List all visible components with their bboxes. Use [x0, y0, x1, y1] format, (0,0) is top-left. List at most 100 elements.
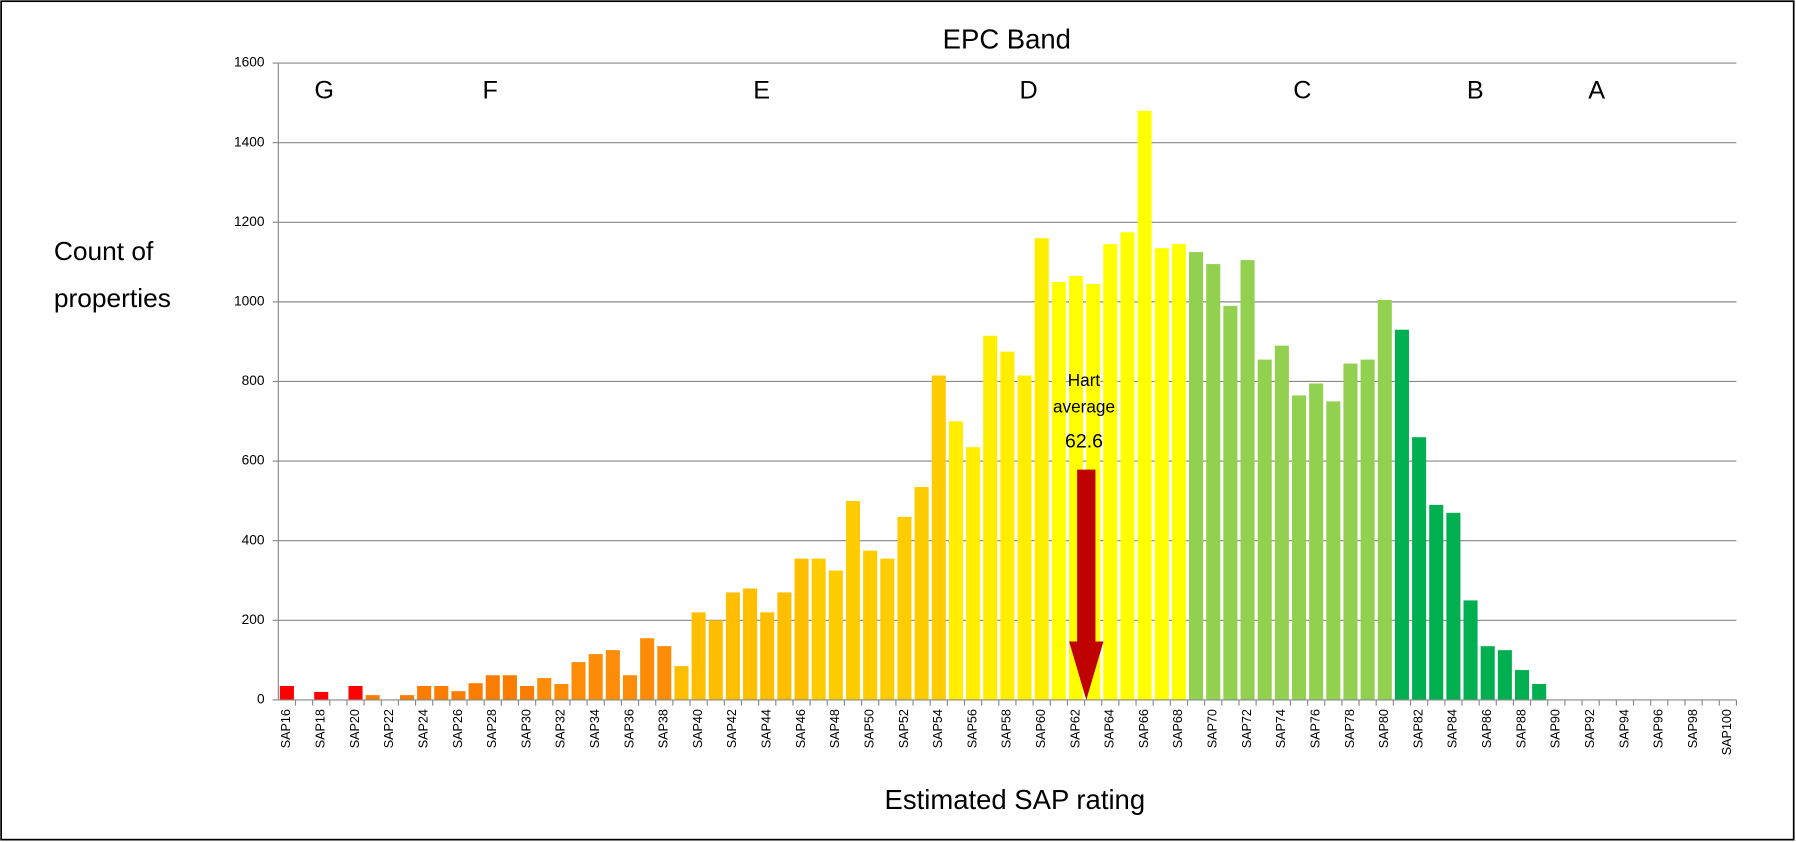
bar — [1446, 512, 1461, 700]
x-tick-label: SAP92 — [1583, 709, 1597, 748]
average-label: Hart — [1068, 370, 1101, 390]
x-tick-label: SAP32 — [554, 709, 568, 748]
bar — [1412, 437, 1427, 700]
bar — [811, 558, 826, 700]
x-tick-label: SAP62 — [1068, 709, 1082, 748]
bar — [966, 447, 981, 700]
bar — [1497, 650, 1512, 700]
x-tick-label: SAP24 — [416, 709, 430, 748]
y-tick-label: 1000 — [234, 294, 265, 309]
x-tick-label: SAP90 — [1549, 709, 1563, 748]
bar — [537, 678, 552, 700]
x-tick-label: SAP70 — [1206, 709, 1220, 748]
x-tick-label: SAP86 — [1480, 709, 1494, 748]
bar — [622, 675, 638, 700]
bar — [502, 675, 517, 700]
x-tick-label: SAP48 — [828, 709, 842, 748]
bar — [897, 516, 912, 700]
bar — [1463, 600, 1478, 700]
x-tick-label: SAP30 — [519, 709, 533, 748]
band-label: F — [483, 76, 498, 104]
bar — [588, 654, 603, 700]
bar — [314, 691, 329, 700]
bar — [880, 558, 895, 700]
bar — [1240, 260, 1255, 700]
bar — [1291, 395, 1307, 700]
bar — [743, 588, 758, 700]
bar — [1189, 252, 1204, 700]
y-tick-label: 400 — [242, 532, 265, 547]
bar — [1532, 683, 1547, 700]
x-tick-label: SAP64 — [1103, 709, 1117, 748]
bar — [1017, 375, 1032, 700]
x-tick-label: SAP34 — [588, 709, 602, 748]
average-label: average — [1053, 396, 1115, 416]
bar — [1326, 401, 1341, 700]
x-tick-label: SAP88 — [1514, 709, 1528, 748]
bar — [1309, 383, 1324, 700]
x-tick-label: SAP44 — [760, 709, 774, 748]
bar — [485, 675, 500, 700]
bar — [434, 685, 449, 700]
bar — [760, 612, 775, 700]
x-tick-label: SAP42 — [725, 709, 739, 748]
bar — [1360, 359, 1375, 700]
bar — [1120, 232, 1135, 700]
bar — [1206, 264, 1221, 700]
x-tick-label: SAP60 — [1034, 709, 1048, 748]
bar — [451, 691, 466, 700]
x-tick-label: SAP74 — [1274, 709, 1288, 748]
bar — [845, 500, 861, 700]
bar — [983, 335, 998, 700]
y-tick-label: 0 — [257, 692, 265, 707]
x-tick-label: SAP80 — [1377, 709, 1391, 748]
band-label: A — [1588, 76, 1605, 104]
bar — [777, 592, 792, 700]
bar — [554, 683, 569, 700]
bar — [1000, 351, 1015, 700]
band-label: D — [1019, 76, 1037, 104]
average-value: 62.6 — [1065, 430, 1103, 452]
bar — [1034, 238, 1049, 700]
x-tick-label: SAP100 — [1720, 709, 1734, 755]
bar — [1257, 359, 1272, 700]
y-tick-label: 200 — [242, 612, 265, 627]
bar — [365, 695, 380, 700]
band-label: E — [753, 76, 770, 104]
band-label: G — [314, 76, 334, 104]
band-label: B — [1467, 76, 1484, 104]
x-tick-label: SAP94 — [1617, 709, 1631, 748]
bar — [708, 620, 723, 700]
y-axis-label: properties — [54, 283, 171, 313]
x-tick-label: SAP54 — [931, 709, 945, 748]
bar — [931, 375, 946, 700]
bar — [1394, 329, 1409, 700]
bar — [348, 685, 363, 700]
x-tick-label: SAP20 — [348, 709, 362, 748]
x-tick-label: SAP56 — [965, 709, 979, 748]
x-axis-label: Estimated SAP rating — [885, 784, 1146, 815]
bar — [948, 421, 963, 700]
band-label: C — [1293, 76, 1311, 104]
bar — [691, 612, 706, 700]
bar — [571, 662, 586, 700]
average-arrow — [1069, 469, 1104, 700]
bar — [468, 683, 483, 700]
bar — [1171, 244, 1186, 700]
x-tick-label: SAP26 — [451, 709, 465, 748]
bar — [1429, 504, 1444, 700]
x-tick-label: SAP76 — [1308, 709, 1322, 748]
bar — [657, 646, 672, 700]
y-axis-label: Count of — [54, 236, 154, 266]
x-tick-label: SAP78 — [1343, 709, 1357, 748]
x-tick-label: SAP36 — [622, 709, 636, 748]
x-tick-label: SAP72 — [1240, 709, 1254, 748]
x-tick-label: SAP52 — [897, 709, 911, 748]
bar — [279, 685, 294, 700]
x-tick-label: SAP68 — [1171, 709, 1185, 748]
x-tick-label: SAP16 — [279, 709, 293, 748]
y-tick-label: 1600 — [234, 55, 265, 70]
bar — [1274, 345, 1289, 700]
x-tick-label: SAP18 — [314, 709, 328, 748]
x-tick-label: SAP46 — [794, 709, 808, 748]
